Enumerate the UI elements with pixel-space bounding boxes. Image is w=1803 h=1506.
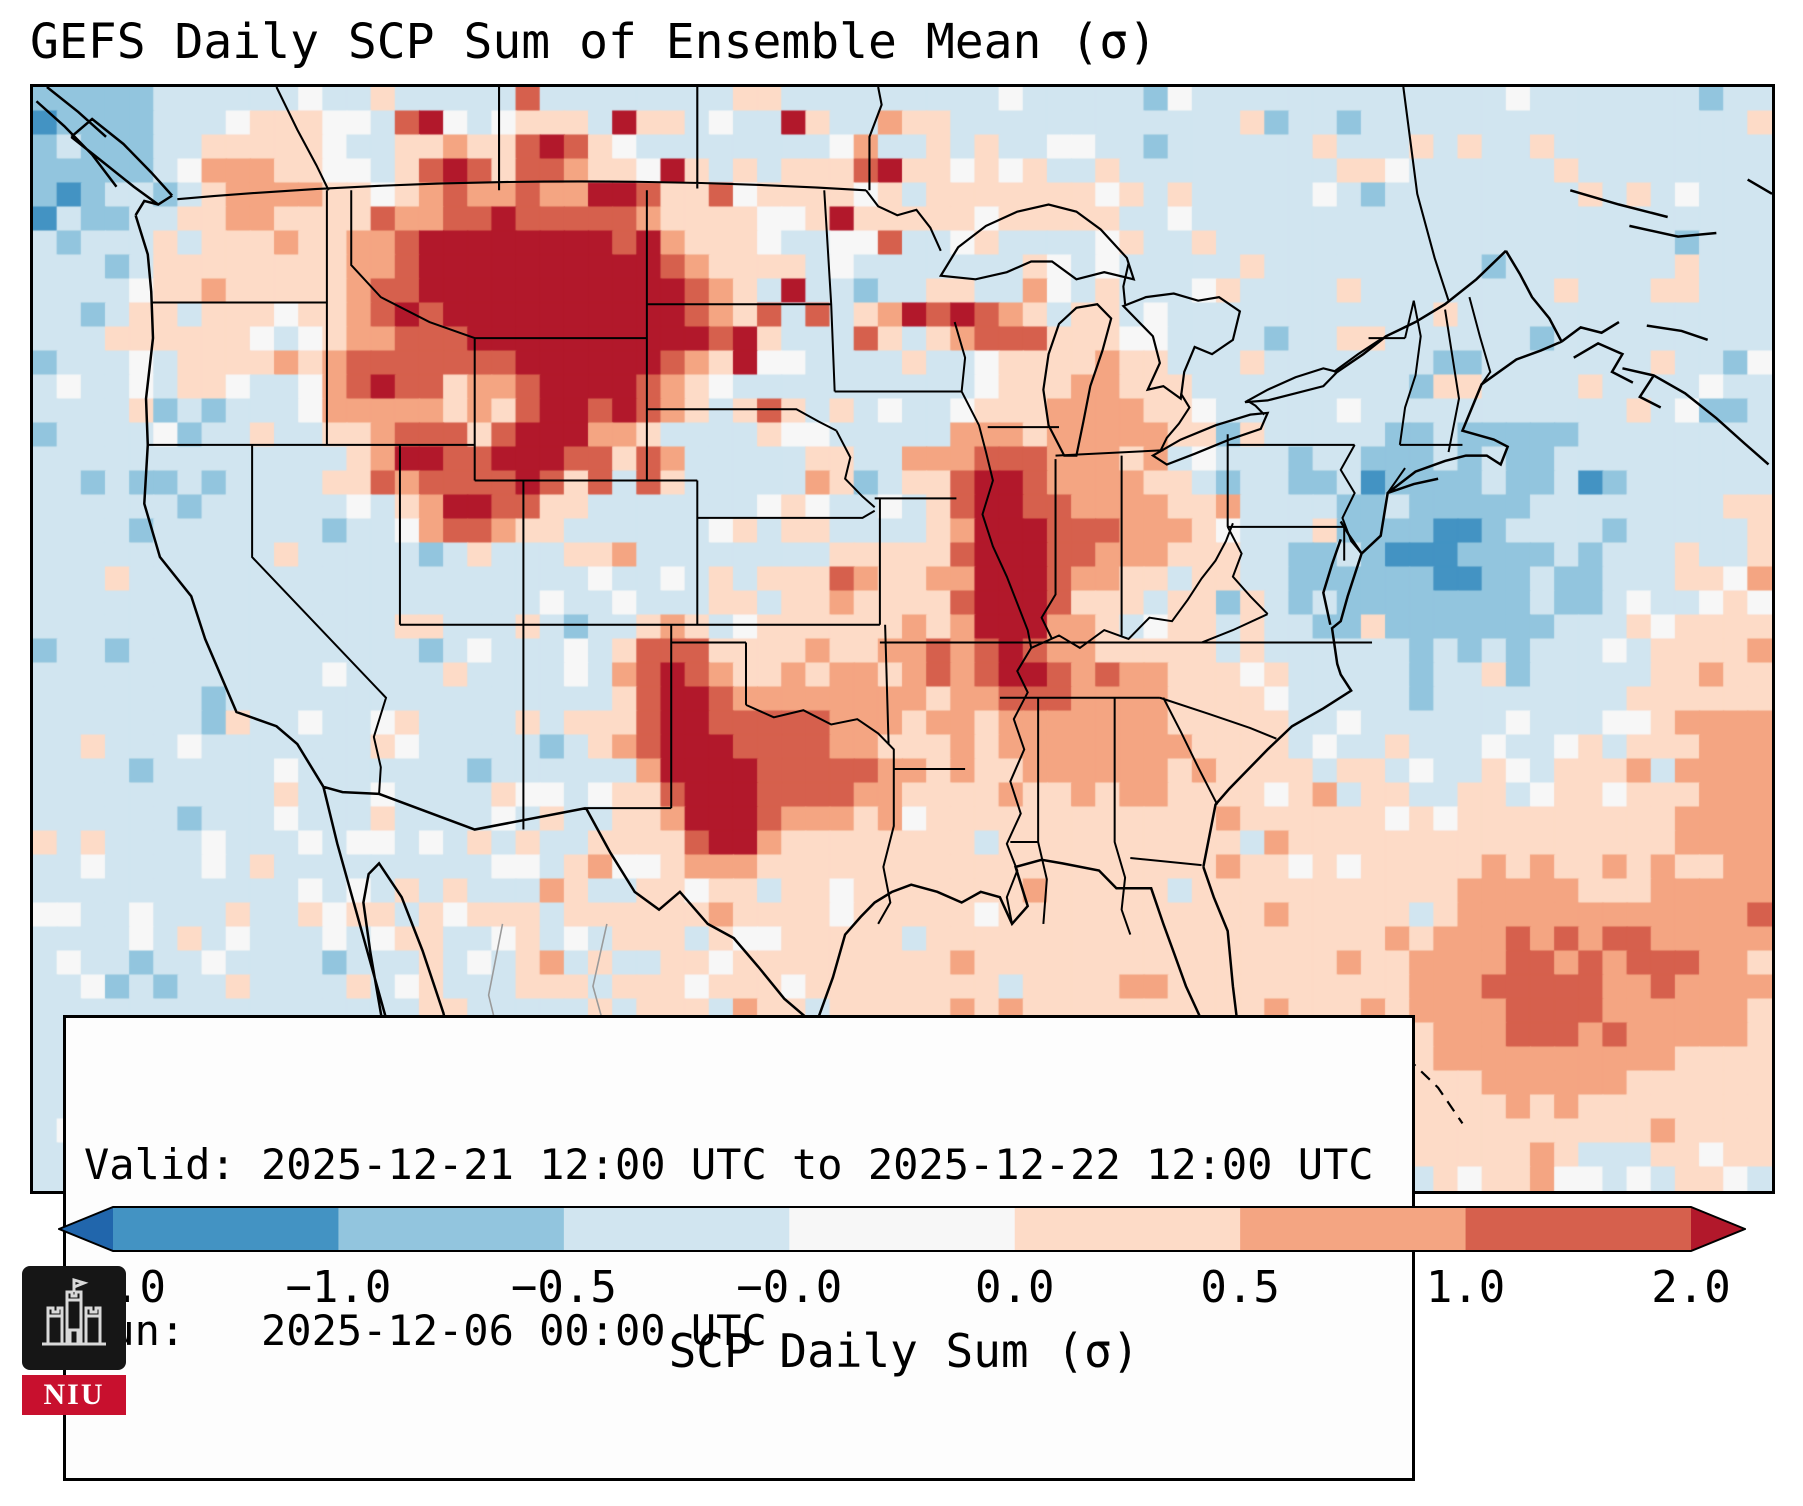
lake-erie [1153, 413, 1268, 465]
colorbar-tick-label: 0.0 [974, 1262, 1055, 1313]
colorbar-label: SCP Daily Sum (σ) [668, 1324, 1140, 1378]
colorbar-segment [789, 1207, 1016, 1251]
colorbar-segment [338, 1207, 565, 1251]
colorbar [58, 1206, 1746, 1252]
heatmap-grid [33, 87, 1772, 1191]
colorbar-tick-label: 1.0 [1425, 1262, 1506, 1313]
canada-border-lines [177, 87, 1448, 452]
valid-line: Valid: 2025-12-21 12:00 UTC to 2025-12-2… [84, 1139, 1374, 1189]
colorbar-segment [113, 1207, 340, 1251]
niu-castle-icon [22, 1266, 126, 1370]
colorbar-segment [563, 1207, 791, 1251]
colorbar-segment [1240, 1207, 1467, 1251]
colorbar-tick-label: −1.0 [285, 1262, 392, 1313]
colorbar-outline [58, 1206, 1746, 1252]
colorbar-segment [1014, 1207, 1242, 1251]
colorbar-tick-label: 2.0 [1651, 1262, 1731, 1313]
map-panel: Valid: 2025-12-21 12:00 UTC to 2025-12-2… [30, 84, 1775, 1481]
chart-title: GEFS Daily SCP Sum of Ensemble Mean (σ) [30, 14, 1158, 70]
lake-huron [1123, 294, 1240, 399]
lake-superior [941, 205, 1134, 280]
colorbar-ticks: −2.0−1.0−0.5−0.00.00.51.02.0 [0, 1262, 1803, 1313]
colorbar-under-arrow [59, 1207, 113, 1251]
niu-logo-text: NIU [22, 1375, 126, 1415]
colorbar-over-arrow [1691, 1207, 1745, 1251]
great-lakes-outlines [941, 205, 1337, 465]
coastlines [36, 87, 1772, 1187]
colorbar-tick-label: 0.5 [1200, 1262, 1280, 1313]
colorbar-tick-label: −0.0 [736, 1262, 843, 1313]
colorbar-tick-label: −0.5 [510, 1262, 617, 1313]
geography-borders [33, 87, 1772, 1191]
maritime-dashed-line [1407, 1057, 1463, 1123]
lake-ontario [1245, 368, 1337, 402]
run-line: Run: 2025-12-06 00:00 UTC [84, 1306, 767, 1356]
colorbar-segment [1465, 1207, 1692, 1251]
niu-logo: NIU [22, 1266, 126, 1415]
lake-michigan [1043, 304, 1111, 455]
state-borders [148, 190, 1491, 934]
